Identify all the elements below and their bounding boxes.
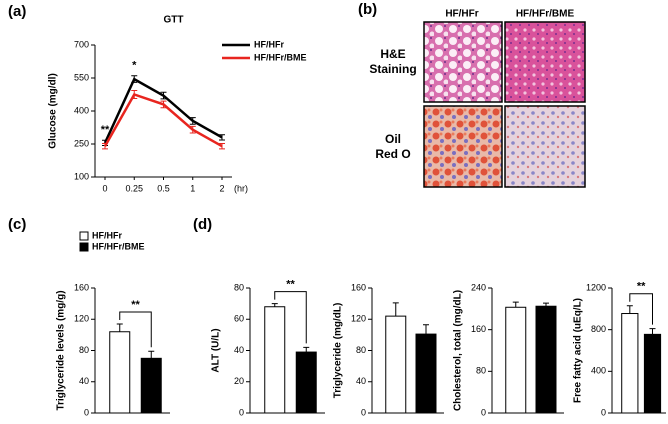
panel-label: (a) [8, 3, 26, 20]
y-tick-label: 0 [361, 407, 366, 417]
y-tick-label: 20 [234, 376, 244, 386]
significance: ** [286, 279, 295, 291]
y-tick-label: 400 [74, 105, 89, 115]
significance-bracket [629, 293, 653, 325]
y-tick-label: 240 [471, 282, 486, 292]
bar [643, 333, 662, 414]
y-tick-label: 100 [74, 171, 89, 181]
y-axis-label: Glucose (mg/dl) [48, 73, 59, 149]
error-bar [219, 134, 225, 141]
y-axis-label: Cholesterol, total (mg/dL) [453, 290, 464, 411]
line [103, 77, 223, 144]
y-axis-label: Triglyceride levels (mg/g) [56, 290, 67, 410]
chart-title: GTT [164, 15, 184, 26]
row-header: H&E [380, 47, 405, 61]
y-tick-label: 80 [476, 366, 486, 376]
y-tick-label: 160 [74, 282, 89, 292]
x-axis-label: (hr) [234, 183, 248, 193]
y-tick-label: 700 [74, 39, 89, 49]
error-bar [189, 117, 196, 125]
error-bar [160, 100, 167, 109]
y-tick-label: 400 [591, 366, 606, 376]
bar [535, 305, 557, 414]
y-tick-label: 0 [239, 407, 244, 417]
y-tick-label: 60 [234, 314, 244, 324]
bar [621, 313, 639, 414]
y-axis-label: ALT (U/L) [211, 328, 222, 372]
significance: ** [637, 281, 646, 293]
bar [415, 333, 437, 414]
error-bar [131, 75, 138, 83]
y-tick-label: 160 [471, 324, 486, 334]
row-header: Red O [375, 147, 410, 161]
significance-bracket [274, 291, 307, 344]
column-header: HF/HFr/BME [516, 9, 575, 20]
histology-image [423, 21, 503, 103]
error-bar [160, 91, 167, 100]
bar [295, 351, 317, 414]
bar [385, 315, 407, 414]
annotation: ** [101, 124, 110, 136]
y-tick-label: 0 [601, 407, 606, 417]
y-tick-label: 800 [591, 324, 606, 334]
x-tick-label: 2 [219, 183, 224, 193]
legend-label: HF/HFr [92, 230, 122, 240]
bar [505, 306, 527, 414]
y-tick-label: 80 [79, 345, 89, 355]
row-header: Staining [369, 62, 416, 76]
y-tick-label: 120 [351, 314, 366, 324]
y-tick-label: 0 [481, 407, 486, 417]
y-tick-label: 40 [79, 376, 89, 386]
legend-label: HF/HFr/BME [254, 52, 307, 62]
histology-image [504, 21, 586, 103]
annotation: * [132, 60, 137, 72]
column-header: HF/HFr [445, 9, 478, 20]
significance-bracket [119, 311, 152, 348]
histology-image [504, 105, 586, 188]
y-tick-label: 1200 [586, 282, 606, 292]
y-tick-label: 80 [356, 345, 366, 355]
error-bar [102, 143, 108, 150]
y-tick-label: 40 [356, 376, 366, 386]
y-tick-label: 40 [234, 345, 244, 355]
y-tick-label: 0 [84, 407, 89, 417]
x-tick-label: 0.5 [157, 183, 170, 193]
row-header: Oil [385, 132, 401, 146]
y-tick-label: 80 [234, 282, 244, 292]
y-axis-label: Triglyceride (mg/dL) [333, 303, 344, 399]
histology-image [423, 105, 503, 188]
legend-label: HF/HFr/BME [92, 241, 145, 251]
x-tick-label: 1 [190, 183, 195, 193]
error-bar [189, 125, 196, 134]
y-axis-label: Free fatty acid (uEq/L) [573, 298, 584, 403]
panel-label: (b) [358, 1, 377, 18]
error-bar [219, 143, 225, 150]
bar [109, 331, 131, 414]
legend-swatch [79, 231, 89, 241]
panel-label: (d) [193, 216, 212, 233]
y-tick-label: 160 [351, 282, 366, 292]
y-tick-label: 250 [74, 138, 89, 148]
legend-swatch [79, 242, 89, 252]
error-bar [131, 90, 138, 99]
bar [140, 357, 162, 414]
legend-label: HF/HFr [254, 39, 284, 49]
bar [264, 306, 286, 414]
significance: ** [131, 299, 140, 311]
y-tick-label: 550 [74, 72, 89, 82]
x-tick-label: 0.25 [125, 183, 143, 193]
panel-label: (c) [8, 216, 26, 233]
y-tick-label: 120 [74, 314, 89, 324]
x-tick-label: 0 [102, 183, 107, 193]
